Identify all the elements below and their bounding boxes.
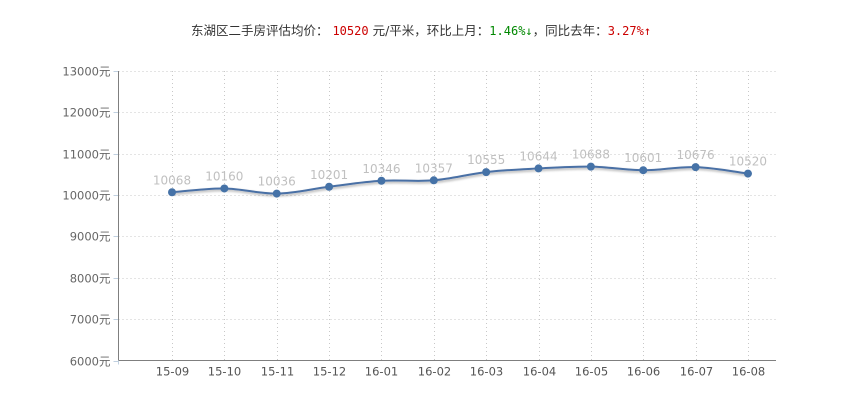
series-path xyxy=(171,165,749,195)
grid-lines xyxy=(118,71,776,361)
x-tick-label: 15-10 xyxy=(208,365,241,379)
data-point[interactable] xyxy=(743,169,752,178)
x-axis: 15-09 15-10 15-11 15-12 16-01 16-02 16-03 16-04… xyxy=(118,360,776,379)
data-point[interactable] xyxy=(429,176,438,185)
data-label: 10160 xyxy=(205,169,243,183)
data-point[interactable] xyxy=(272,189,281,198)
x-tick-label: 16-04 xyxy=(523,365,556,379)
x-tick-label: 16-03 xyxy=(470,365,503,379)
y-tick-label: 9000元 xyxy=(70,230,111,244)
data-point[interactable] xyxy=(691,163,700,172)
mom-label: 环比上月： xyxy=(426,23,490,38)
data-label: 10068 xyxy=(153,173,191,187)
x-tick-label: 16-01 xyxy=(365,365,398,379)
data-label: 10201 xyxy=(310,168,348,182)
x-tick-label: 16-07 xyxy=(680,365,713,379)
y-tick-label: 12000元 xyxy=(62,106,111,120)
arrow-down-icon: ↓ xyxy=(525,24,533,38)
data-point[interactable] xyxy=(482,168,491,177)
arrow-up-icon: ↑ xyxy=(643,24,652,38)
price-unit: 元/平米， xyxy=(372,23,427,38)
y-tick-label: 10000元 xyxy=(62,189,111,203)
avg-price: 10520 xyxy=(332,24,369,38)
title-label: 东湖区二手房评估均价： xyxy=(190,23,329,38)
data-point[interactable] xyxy=(586,162,595,171)
x-tick-label: 15-12 xyxy=(313,365,346,379)
data-label: 10555 xyxy=(467,153,505,167)
data-label: 10346 xyxy=(362,162,400,176)
y-tick-label: 8000元 xyxy=(70,272,111,286)
data-point[interactable] xyxy=(325,182,334,191)
yoy-label: 同比去年： xyxy=(545,23,608,38)
data-point[interactable] xyxy=(639,166,648,175)
y-tick-label: 6000元 xyxy=(70,355,111,369)
data-label: 10520 xyxy=(729,155,767,169)
y-tick-label: 13000元 xyxy=(62,65,111,79)
series-line xyxy=(168,162,752,198)
x-tick-label: 15-09 xyxy=(156,365,189,379)
data-labels: 10068 10160 10036 10201 10346 10357 10555 10644… xyxy=(153,148,767,189)
separator: ， xyxy=(532,23,546,38)
mom-value: 1.46% xyxy=(489,24,526,38)
y-tick-label: 7000元 xyxy=(70,313,111,327)
data-label: 10688 xyxy=(572,148,610,162)
x-tick-label: 16-02 xyxy=(418,365,451,379)
data-point[interactable] xyxy=(377,176,386,185)
data-label: 10676 xyxy=(677,148,715,162)
data-label: 10644 xyxy=(519,149,557,163)
y-tick-label: 11000元 xyxy=(62,148,111,162)
x-tick-label: 16-06 xyxy=(627,365,660,379)
data-point[interactable] xyxy=(168,188,176,197)
data-label: 10357 xyxy=(415,161,453,175)
chart-title: 东湖区二手房评估均价： 10520 元/平米，环比上月：1.46%↓，同比去年：… xyxy=(0,20,842,39)
data-point[interactable] xyxy=(220,184,229,193)
x-tick-label: 15-11 xyxy=(261,365,294,379)
x-tick-label: 16-08 xyxy=(732,365,765,379)
data-label: 10036 xyxy=(258,175,296,189)
x-tick-label: 16-05 xyxy=(575,365,608,379)
data-point[interactable] xyxy=(534,164,543,173)
y-axis: 6000元 7000元 8000元 9000元 10000元 11000元 12000元 13… xyxy=(62,65,119,369)
data-label: 10601 xyxy=(624,151,662,165)
yoy-value: 3.27% xyxy=(607,24,644,38)
